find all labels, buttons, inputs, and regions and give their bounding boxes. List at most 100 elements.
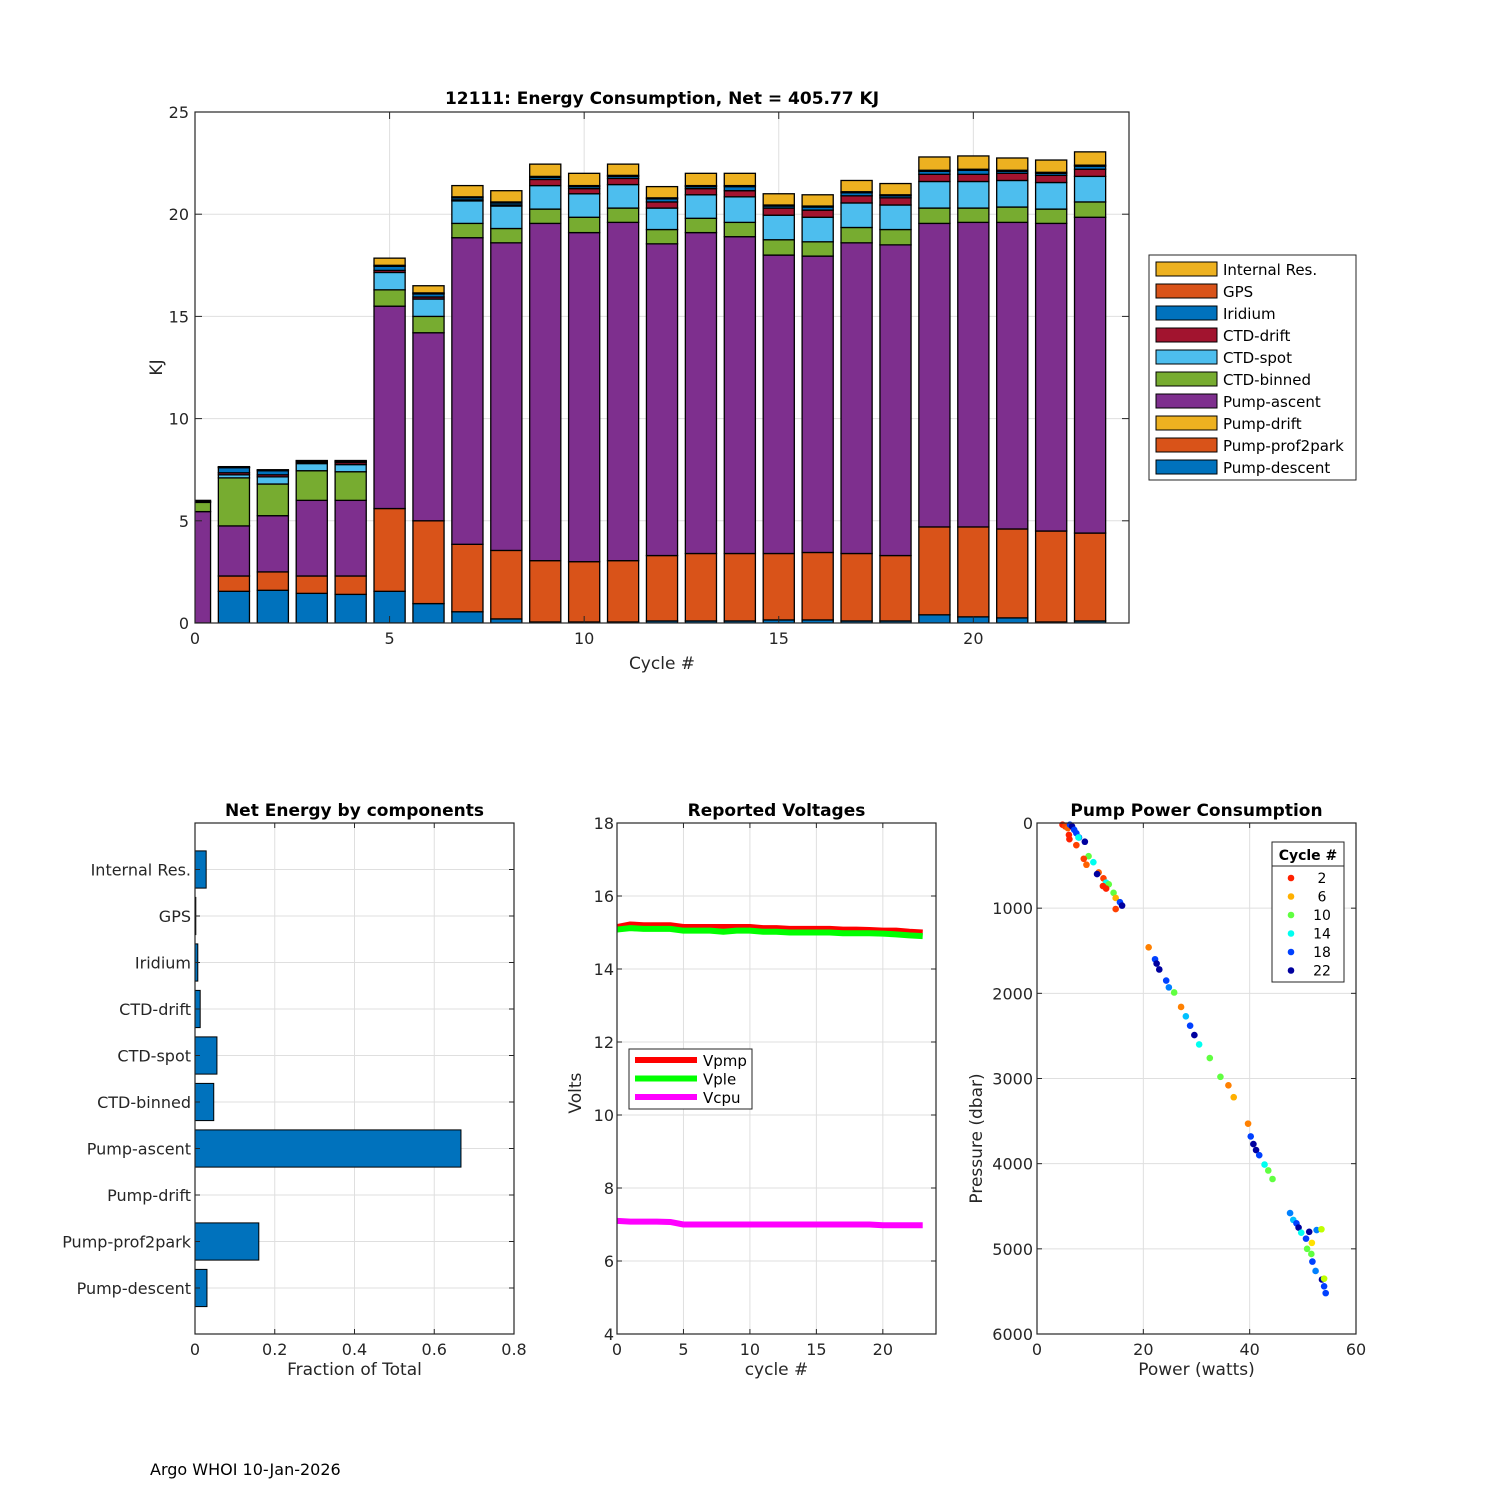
pump-power-legend-label: 2 (1318, 871, 1327, 887)
pump-power-point (1081, 838, 1089, 846)
bar-segment-ctd-binned (295, 470, 328, 502)
bar-segment-internal-res- (529, 163, 562, 178)
net-energy-x-tick-label: 0 (190, 1340, 200, 1359)
bar-segment-ctd-binned (762, 239, 795, 256)
pump-power-legend-label: 6 (1318, 890, 1327, 906)
energy-y-axis-label: KJ (147, 359, 167, 375)
legend-label: CTD-drift (1223, 327, 1290, 345)
bar-segment-ctd-binned (684, 217, 718, 234)
voltages-x-tick-label: 10 (740, 1340, 760, 1359)
bar-segment-ctd-spot (996, 179, 1029, 208)
net-energy-title: Net Energy by components (225, 801, 484, 821)
voltages-legend-label: Vpmp (703, 1052, 747, 1070)
energy-x-tick-label: 10 (574, 629, 594, 648)
bar-segment-pump-ascent (801, 255, 834, 554)
bar-segment-ctd-binned (723, 221, 757, 238)
pump-power-point (1093, 870, 1101, 878)
pump-power-point (1118, 902, 1126, 909)
bar-segment-ctd-spot (723, 196, 757, 224)
bar-segment-ctd-binned (217, 477, 251, 527)
voltages-y-tick-label: 18 (594, 814, 614, 833)
bar-segment-pump-ascent (684, 231, 718, 555)
bar-segment-pump-descent (256, 589, 290, 623)
bar-segment-ctd-spot (762, 214, 795, 241)
pump-power-legend: Cycle # 2 6 10 14 18 22 (1271, 841, 1345, 983)
pump-power-point (1217, 1073, 1224, 1081)
net-energy-category-label: Pump-descent (77, 1279, 191, 1298)
bar-segment-ctd-spot (256, 476, 290, 485)
pump-power-point (1261, 1161, 1268, 1168)
net-energy-category-label: Pump-prof2park (62, 1233, 192, 1252)
energy-consumption-chart: 0 5 10 15 20 0 5 10 15 20 25 12111: Energy Consumpt… (147, 89, 1357, 674)
bar-segment-pump-ascent (996, 221, 1029, 530)
legend-swatch (1155, 393, 1218, 409)
legend-swatch (1155, 305, 1218, 321)
bar-segment-ctd-binned (567, 216, 601, 234)
voltages-y-axis-label: Volts (566, 1072, 586, 1113)
pump-power-point (1247, 1133, 1255, 1140)
pump-power-point (1303, 1245, 1311, 1253)
bar-segment-pump-ascent (645, 243, 679, 557)
bar-segment-ctd-drift (918, 173, 951, 183)
bar-segment-internal-res- (684, 172, 718, 187)
voltages-y-tick-label: 8 (604, 1179, 614, 1198)
pump-power-point (1264, 1167, 1272, 1174)
bar-segment-ctd-binned (373, 289, 406, 307)
pump-power-point (1322, 1289, 1329, 1297)
pump-power-point (1083, 861, 1090, 869)
energy-legend: Internal Res. GPS Iridium CTD-drift CTD-spot… (1148, 254, 1357, 481)
legend-label: GPS (1223, 283, 1253, 301)
pump-power-legend-label: 22 (1313, 964, 1331, 980)
bar-segment-ctd-binned (490, 227, 523, 244)
legend-swatch (1155, 283, 1218, 299)
pump-power-point (1252, 1146, 1260, 1154)
pump-power-point (1162, 977, 1170, 984)
pump-power-legend-marker (1287, 967, 1295, 974)
bar-segment-pump-ascent (1073, 216, 1107, 534)
net-energy-category-label: Pump-ascent (87, 1140, 191, 1159)
net-energy-x-axis-label: Fraction of Total (287, 1360, 422, 1380)
bar-segment-pump-prof2park (217, 575, 251, 592)
pump-power-x-axis-label: Power (watts) (1138, 1360, 1255, 1380)
pump-power-legend-marker (1287, 911, 1295, 919)
pump-power-legend-marker (1287, 948, 1295, 956)
bar-segment-pump-prof2park (645, 554, 679, 622)
pump-power-point (1244, 1120, 1252, 1127)
bar-segment-pump-descent (295, 592, 328, 623)
bar-segment-pump-ascent (879, 244, 912, 557)
voltage-line-vpmp (616, 921, 923, 936)
legend-swatch (1155, 437, 1218, 453)
bar-segment-ctd-spot (451, 200, 484, 225)
pump-power-point (1170, 989, 1178, 996)
bar-segment-pump-ascent (295, 499, 328, 577)
pump-power-legend-marker (1287, 893, 1295, 900)
bar-segment-internal-res- (879, 182, 912, 196)
bar-segment-ctd-spot (490, 205, 523, 230)
legend-label: Pump-ascent (1223, 393, 1321, 411)
pump-power-point (1182, 1013, 1190, 1020)
bar-segment-ctd-spot (1073, 175, 1107, 203)
pump-power-point (1308, 1250, 1315, 1258)
bar-segment-ctd-drift (996, 172, 1029, 182)
legend-label: Pump-drift (1223, 415, 1302, 433)
voltages-axes-frame (616, 822, 937, 1335)
net-energy-category-label: CTD-drift (119, 1000, 191, 1019)
net-energy-x-tick-label: 0.2 (262, 1340, 287, 1359)
bar-segment-internal-res- (762, 193, 795, 206)
pump-power-legend-label: 14 (1313, 927, 1331, 943)
pump-power-legend-box (1271, 841, 1345, 983)
bar-segment-pump-prof2park (256, 571, 290, 591)
bar-segment-internal-res- (334, 459, 367, 462)
bar-segment-pump-prof2park (879, 554, 912, 622)
pump-power-point (1145, 944, 1152, 951)
voltages-y-tick-label: 10 (594, 1106, 614, 1125)
bar-segment-internal-res- (490, 190, 523, 203)
net-energy-category-label: CTD-spot (117, 1047, 191, 1066)
bar-segment-ctd-drift (801, 209, 834, 218)
pump-power-point (1153, 960, 1160, 967)
bar-segment-ctd-binned (918, 207, 951, 225)
pump-power-y-tick-label: 4000 (992, 1155, 1033, 1174)
bar-segment-internal-res- (1073, 151, 1107, 166)
voltages-x-axis-label: cycle # (745, 1360, 809, 1380)
bar-segment-pump-descent (918, 614, 951, 623)
